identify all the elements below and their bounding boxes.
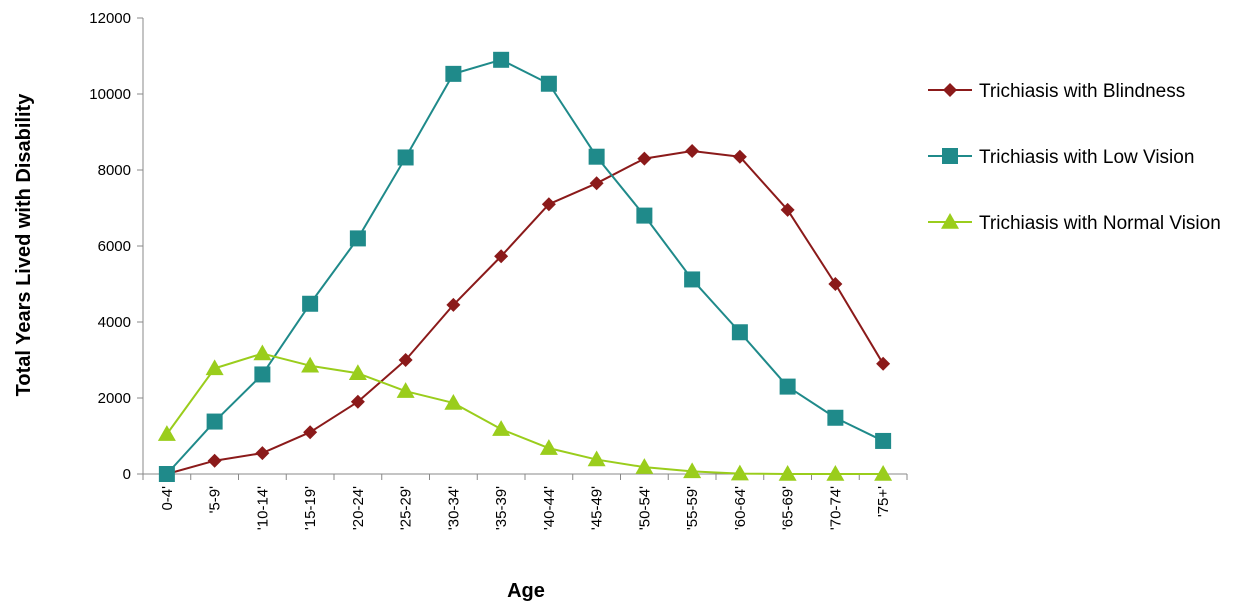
series-line-blindness <box>166 150 884 475</box>
legend-marker <box>943 83 957 97</box>
y-tick-label: 10000 <box>89 86 131 103</box>
data-point <box>587 450 606 467</box>
x-tick-label: '65-69' <box>780 486 797 530</box>
data-point <box>349 230 366 247</box>
x-tick-label: 0-4' <box>159 486 176 511</box>
data-point <box>539 439 558 455</box>
data-point <box>350 394 365 409</box>
x-tick-label: '30-34' <box>445 486 462 530</box>
data-point <box>683 462 702 479</box>
x-tick-label: '15-19' <box>302 486 319 530</box>
data-point <box>589 176 604 191</box>
data-point <box>302 295 319 312</box>
y-axis-ticks: 0 2000 4000 6000 8000 10000 12000 <box>89 10 143 483</box>
x-tick-label: '5-9' <box>207 486 224 514</box>
x-tick-label: '25-29' <box>398 486 415 530</box>
data-point <box>875 432 892 449</box>
data-point <box>494 249 509 264</box>
data-point <box>396 382 415 398</box>
data-point <box>207 453 222 468</box>
data-point <box>157 425 176 441</box>
data-point <box>540 75 557 92</box>
y-tick-label: 2000 <box>98 390 131 407</box>
legend-item-low-vision: Trichiasis with Low Vision <box>928 147 1194 168</box>
data-point <box>588 148 605 165</box>
data-point <box>255 446 270 461</box>
data-point <box>348 364 367 381</box>
data-point <box>444 393 463 410</box>
data-point <box>685 144 700 158</box>
y-tick-label: 4000 <box>98 314 131 331</box>
data-point <box>493 51 510 68</box>
x-tick-label: '35-39' <box>493 486 510 530</box>
legend: Trichiasis with Blindness Trichiasis with… <box>928 81 1221 234</box>
data-point <box>492 420 511 436</box>
x-axis-ticks: 0-4' '5-9' '10-14' '15-19' '20-24' '25-29' '30… <box>142 474 908 530</box>
y-tick-label: 12000 <box>89 10 131 27</box>
series-blindness <box>159 144 891 481</box>
data-point <box>301 356 320 373</box>
legend-label: Trichiasis with Normal Vision <box>979 213 1221 234</box>
y-tick-label: 6000 <box>98 238 131 255</box>
data-point <box>637 151 652 166</box>
data-point <box>253 344 272 361</box>
data-point <box>541 197 556 212</box>
y-axis-title: Total Years Lived with Disability <box>13 93 35 397</box>
x-axis-title: Age <box>507 580 545 602</box>
data-point <box>445 65 462 82</box>
data-point <box>779 378 796 395</box>
data-point <box>780 202 795 217</box>
legend-label: Trichiasis with Low Vision <box>979 147 1194 168</box>
data-point <box>826 465 845 481</box>
data-point <box>206 413 223 430</box>
data-point <box>827 409 844 426</box>
data-point <box>446 297 461 312</box>
data-point <box>731 324 748 341</box>
data-point <box>205 359 224 376</box>
data-point <box>254 366 271 383</box>
data-point <box>398 353 413 367</box>
x-tick-label: '40-44' <box>541 486 558 530</box>
data-point <box>730 464 749 481</box>
series-line-normal-vision <box>166 352 884 475</box>
series-low-vision <box>158 51 892 482</box>
x-tick-label: '70-74' <box>827 486 844 530</box>
legend-marker <box>941 213 959 229</box>
data-point <box>158 466 175 482</box>
data-point <box>303 425 318 440</box>
legend-item-blindness: Trichiasis with Blindness <box>928 81 1185 102</box>
data-point <box>778 465 797 481</box>
y-tick-label: 8000 <box>98 162 131 179</box>
series-layer <box>157 51 893 482</box>
y-tick-label: 0 <box>123 466 131 483</box>
x-tick-label: '20-24' <box>350 486 367 530</box>
data-point <box>636 207 653 224</box>
data-point <box>684 271 701 288</box>
series-normal-vision <box>157 344 893 481</box>
legend-label: Trichiasis with Blindness <box>979 81 1185 102</box>
data-point <box>828 277 843 291</box>
x-tick-label: '60-64' <box>732 486 749 530</box>
legend-item-normal-vision: Trichiasis with Normal Vision <box>928 213 1221 234</box>
x-tick-label: '10-14' <box>254 486 271 530</box>
data-point <box>874 465 893 481</box>
data-point <box>732 149 747 164</box>
data-point <box>876 356 891 371</box>
x-tick-label: '50-54' <box>636 486 653 530</box>
x-tick-label: '75+' <box>875 486 892 517</box>
data-point <box>397 149 414 166</box>
x-tick-label: '55-59' <box>684 486 701 530</box>
x-tick-label: '45-49' <box>589 486 606 530</box>
series-line-low-vision <box>166 58 884 475</box>
legend-marker <box>942 148 958 164</box>
data-point <box>635 458 654 474</box>
